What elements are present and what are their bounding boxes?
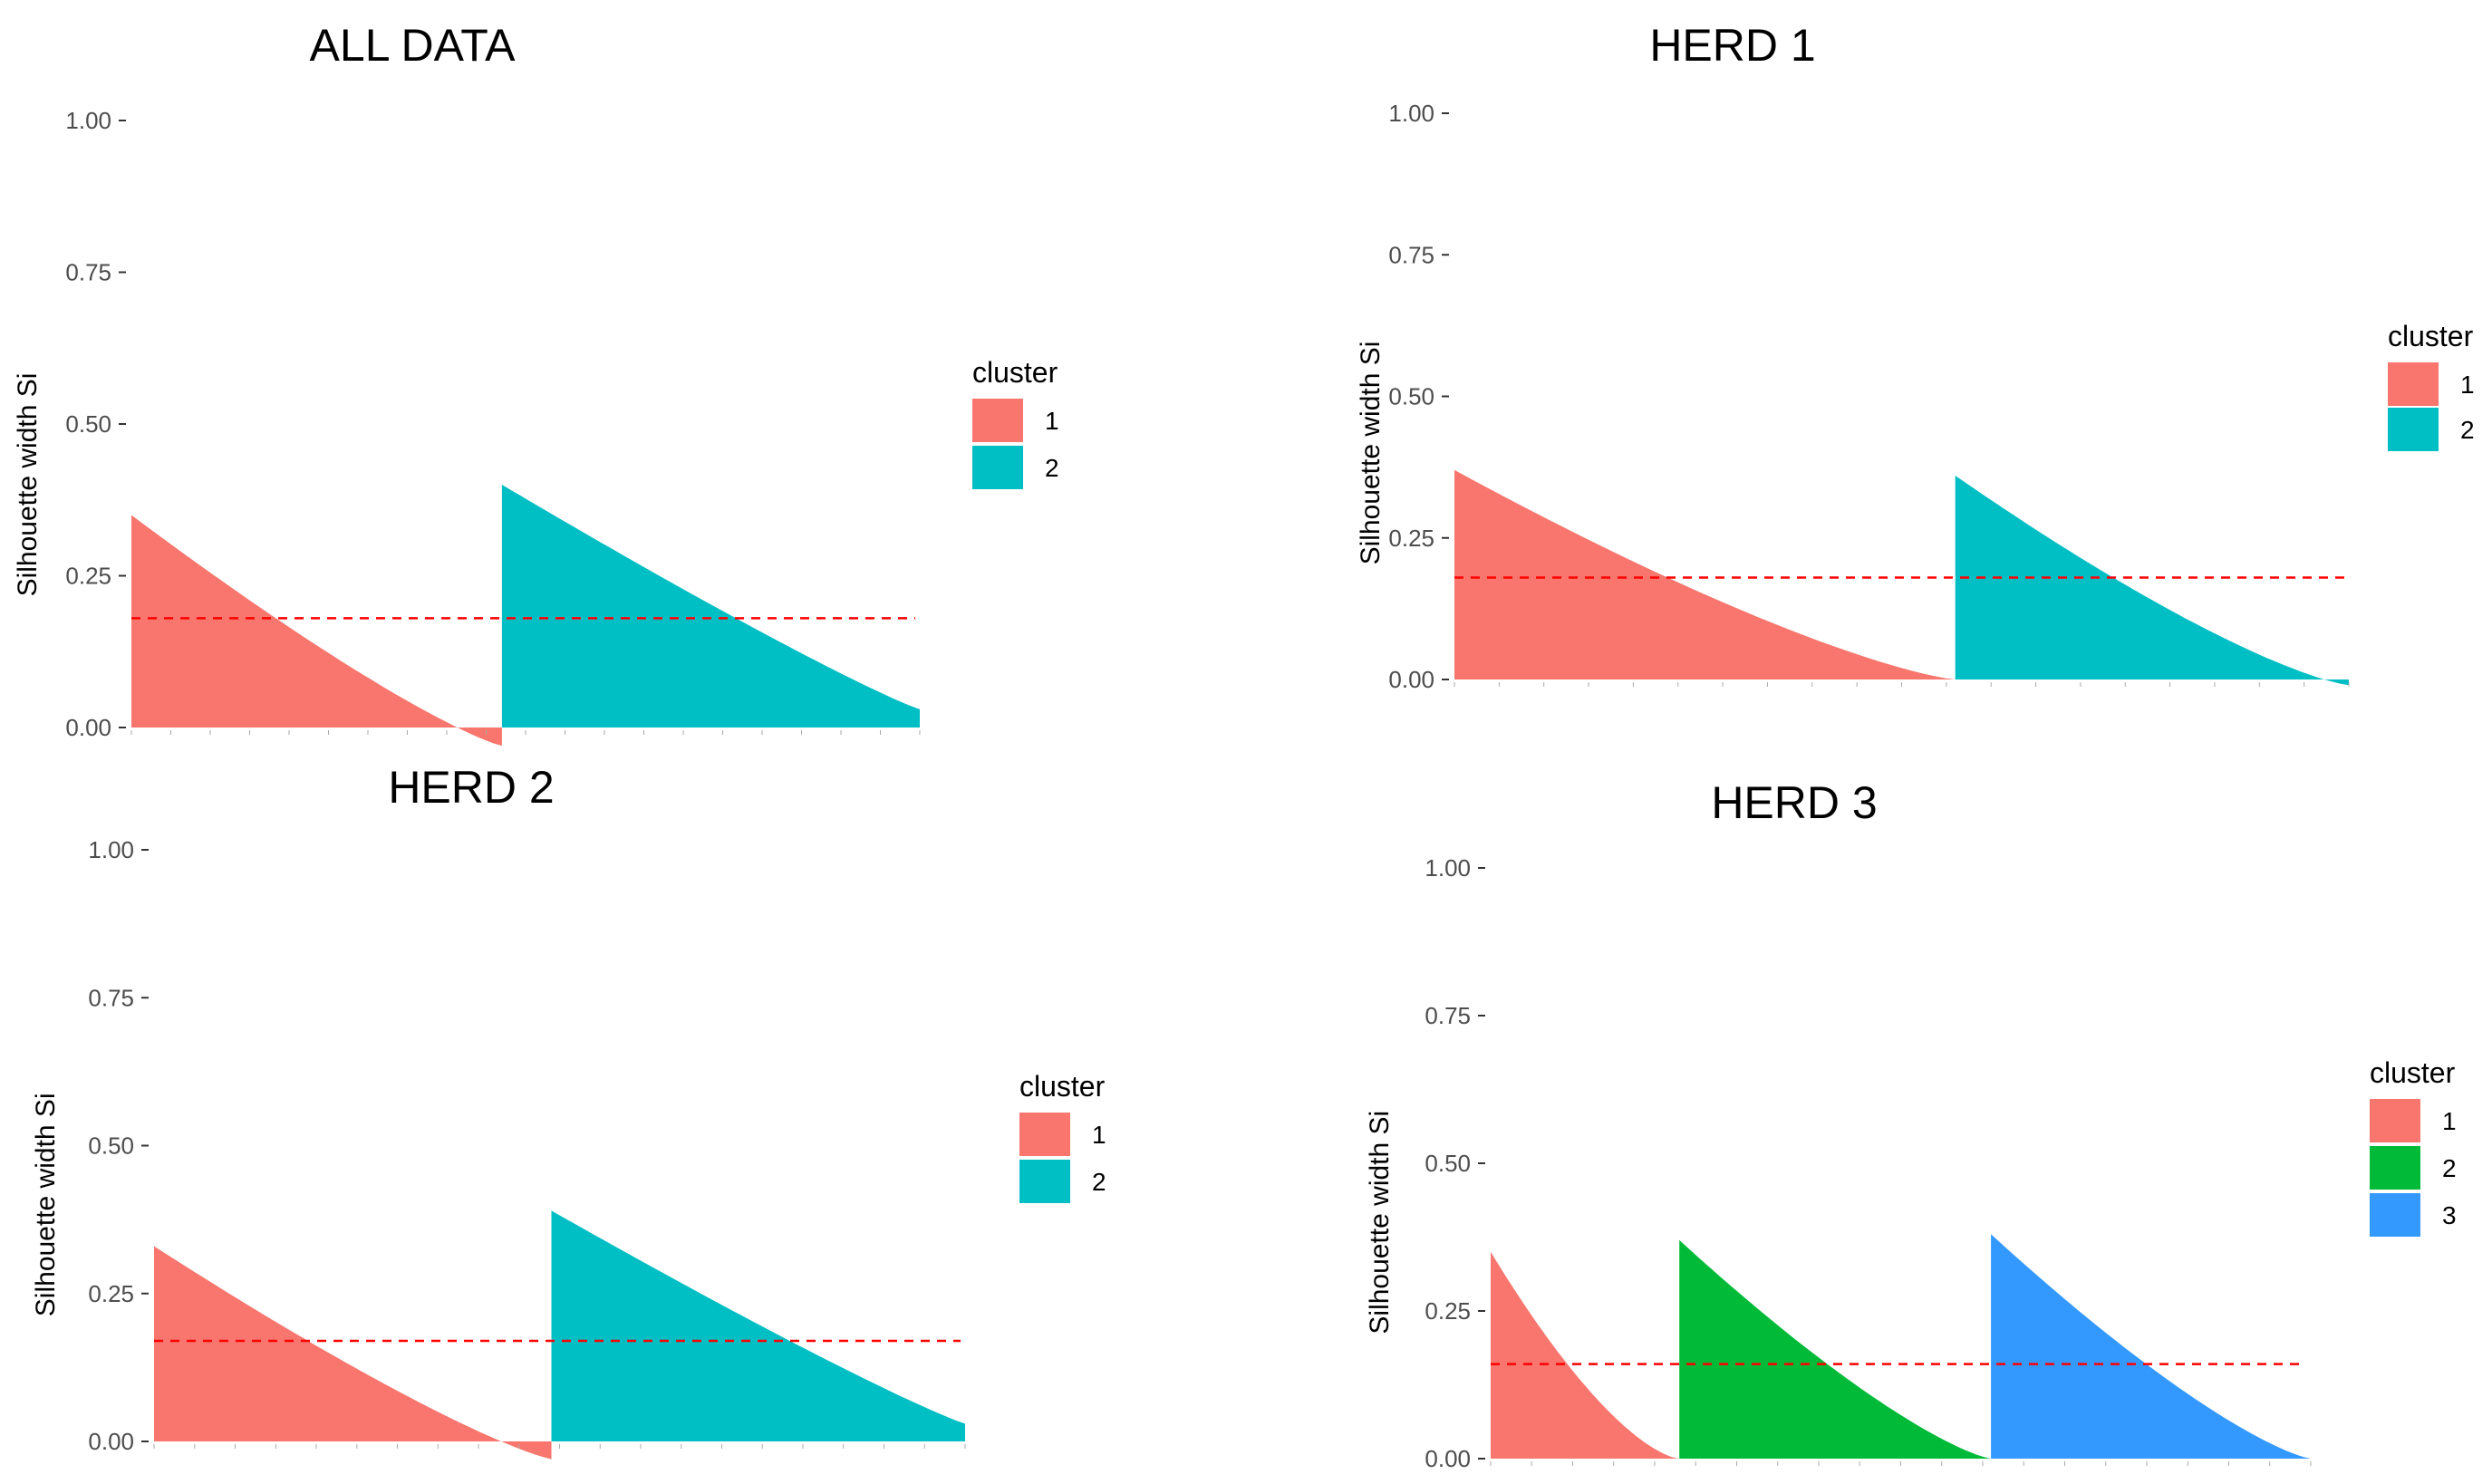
y-tick-label: 0.25	[1425, 1297, 1471, 1325]
chart-title: ALL DATA	[310, 20, 517, 71]
y-tick-label: 1.00	[65, 107, 111, 134]
legend-label: 2	[1092, 1168, 1106, 1196]
y-tick-label: 0.00	[65, 714, 111, 741]
y-tick-label: 0.75	[88, 984, 134, 1011]
legend-swatch-cluster-1	[972, 399, 1023, 442]
y-tick-label: 0.50	[1425, 1150, 1471, 1177]
y-tick-label: 1.00	[1425, 854, 1471, 882]
chart-title: HERD 3	[1711, 777, 1877, 828]
silhouette-area-cluster-3	[1991, 1234, 2311, 1459]
silhouette-area-cluster-2	[501, 485, 920, 728]
y-tick-label: 0.75	[1388, 241, 1434, 268]
silhouette-area-cluster-1	[1491, 1251, 1680, 1459]
y-axis-label: Silhouette width Si	[13, 373, 43, 597]
legend-label: 1	[1045, 407, 1059, 435]
legend-swatch-cluster-1	[2388, 362, 2439, 406]
y-tick-label: 1.00	[1388, 100, 1434, 127]
legend-title: cluster	[1019, 1070, 1106, 1103]
silhouette-area-cluster-2	[1955, 476, 2349, 686]
y-tick-label: 0.50	[65, 410, 111, 438]
legend-title: cluster	[2370, 1056, 2456, 1089]
y-axis-label: Silhouette width Si	[1356, 342, 1386, 565]
legend-label: 2	[1045, 454, 1059, 482]
chart-title: HERD 1	[1649, 20, 1815, 71]
y-tick-label: 0.50	[1388, 383, 1434, 410]
legend-swatch-cluster-2	[1019, 1160, 1070, 1203]
y-tick-label: 0.00	[88, 1428, 134, 1455]
y-tick-label: 0.50	[88, 1132, 134, 1160]
legend-swatch-cluster-2	[2370, 1146, 2420, 1190]
silhouette-area-cluster-2	[551, 1210, 965, 1441]
y-tick-label: 0.75	[1425, 1002, 1471, 1029]
legend-label: 2	[2442, 1154, 2457, 1182]
y-tick-label: 0.75	[65, 259, 111, 286]
legend-swatch-cluster-1	[2370, 1099, 2420, 1142]
legend-label: 1	[2442, 1107, 2457, 1135]
silhouette-area-cluster-1	[131, 515, 502, 747]
silhouette-chart-2: HERD 1 0.00 0.25 0.50 0.75 1.00 Silhouette wid…	[1356, 20, 2475, 693]
y-axis-label: Silhouette width Si	[1365, 1111, 1395, 1335]
legend-label: 1	[1092, 1121, 1106, 1149]
chart-title: HERD 2	[388, 762, 554, 813]
silhouette-area-cluster-2	[1679, 1239, 1992, 1459]
legend-swatch-cluster-2	[972, 446, 1023, 489]
legend-label: 3	[2442, 1201, 2457, 1229]
silhouette-area-cluster-1	[1454, 469, 1956, 679]
legend-swatch-cluster-1	[1019, 1113, 1070, 1156]
legend-title: cluster	[2388, 320, 2474, 352]
y-tick-label: 0.00	[1425, 1445, 1471, 1472]
silhouette-area-cluster-1	[154, 1246, 552, 1460]
silhouette-chart-4: HERD 3 0.00 0.25 0.50 0.75 1.00 Silhouette wid…	[1365, 777, 2457, 1472]
legend-label: 1	[2460, 371, 2475, 399]
y-tick-label: 0.25	[65, 563, 111, 590]
y-tick-label: 0.25	[88, 1280, 134, 1307]
silhouette-chart-1: ALL DATA 0.00 0.25 0.50 0.75 1.00 Silhouette w…	[13, 20, 1059, 747]
y-tick-label: 0.00	[1388, 666, 1434, 693]
legend-swatch-cluster-2	[2388, 408, 2439, 451]
y-axis-label: Silhouette width Si	[31, 1093, 61, 1316]
y-tick-label: 1.00	[88, 836, 134, 863]
legend-title: cluster	[972, 356, 1058, 389]
y-tick-label: 0.25	[1388, 525, 1434, 552]
legend-swatch-cluster-3	[2370, 1193, 2420, 1237]
silhouette-chart-3: HERD 2 0.00 0.25 0.50 0.75 1.00 Silhouette wid…	[31, 762, 1106, 1460]
legend-label: 2	[2460, 416, 2475, 444]
